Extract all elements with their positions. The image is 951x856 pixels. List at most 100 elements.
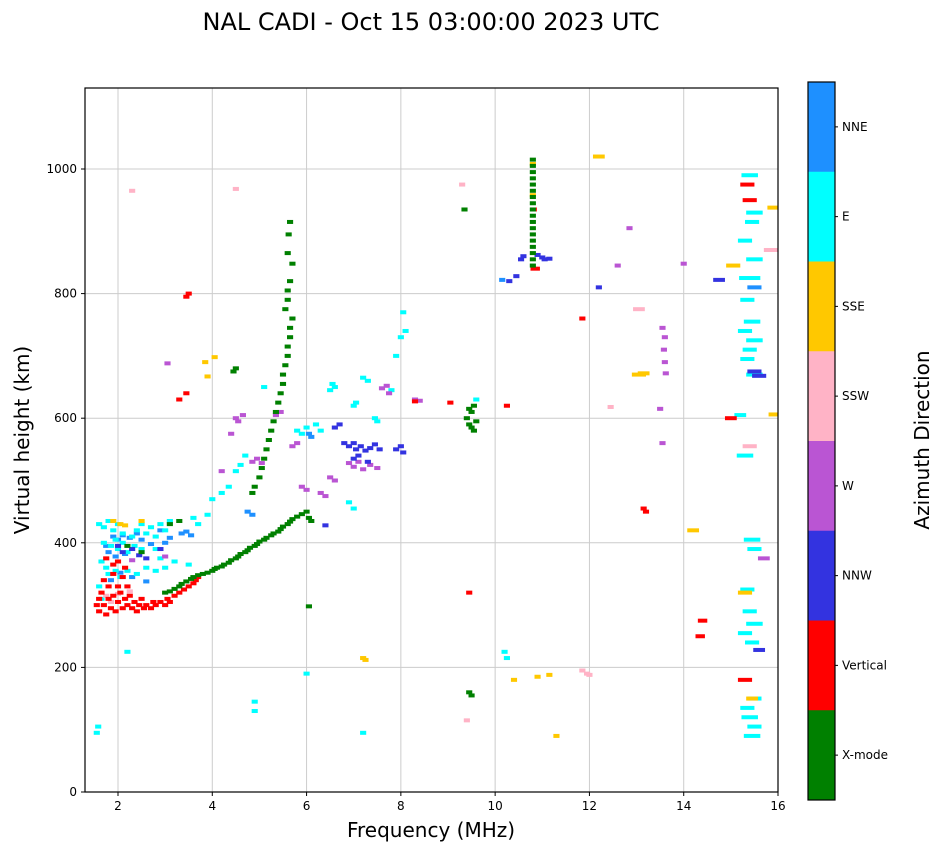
data-point [114, 584, 122, 589]
data-point [745, 640, 760, 645]
data-point [388, 388, 395, 393]
data-point [661, 360, 668, 365]
data-point [176, 590, 183, 595]
data-point [129, 188, 136, 193]
y-tick-label: 800 [54, 287, 77, 301]
data-point [122, 523, 129, 528]
data-point [341, 441, 348, 446]
data-point [185, 584, 192, 589]
data-point [166, 522, 173, 527]
data-point [183, 391, 190, 396]
data-point [737, 590, 753, 595]
data-point [371, 416, 378, 421]
data-point [225, 484, 232, 489]
series-W [129, 226, 770, 563]
data-point [114, 559, 122, 564]
y-tick-label: 600 [54, 411, 77, 425]
data-point [350, 506, 357, 511]
data-point [279, 381, 287, 386]
data-point [626, 226, 633, 231]
data-point [364, 459, 371, 464]
data-point [112, 568, 119, 573]
data-point [162, 565, 169, 570]
colorbar-segment-NNE [808, 82, 835, 173]
data-point [279, 372, 287, 377]
data-point [640, 506, 647, 511]
data-point [140, 606, 147, 611]
data-point [746, 696, 758, 701]
data-point [230, 369, 237, 374]
data-point [393, 447, 400, 452]
data-point [171, 586, 178, 591]
data-point [287, 219, 294, 224]
data-point [162, 554, 169, 559]
data-point [176, 518, 183, 523]
data-point [209, 497, 216, 502]
colorbar-tick-label-NNE: NNE [842, 120, 868, 134]
data-point [272, 413, 279, 418]
data-point [503, 656, 510, 661]
data-point [138, 537, 145, 542]
data-point [110, 571, 117, 576]
data-point [107, 543, 114, 548]
data-point [294, 441, 301, 446]
data-point [298, 431, 305, 436]
data-point [298, 512, 305, 517]
data-point [506, 279, 513, 284]
data-point [100, 525, 107, 530]
data-point [103, 565, 110, 570]
x-tick-label: 14 [676, 799, 691, 813]
data-point [579, 316, 586, 321]
data-point [546, 256, 553, 261]
data-point [124, 550, 131, 555]
data-point [275, 400, 282, 405]
data-point [232, 416, 239, 421]
data-point [114, 547, 122, 552]
data-point [383, 383, 390, 388]
data-point [124, 543, 131, 548]
data-point [110, 534, 117, 539]
data-point [122, 565, 129, 570]
data-point [164, 596, 171, 601]
data-point [124, 649, 131, 654]
data-point [147, 606, 155, 611]
data-point [225, 560, 232, 565]
data-point [129, 534, 136, 539]
data-point [661, 335, 668, 340]
data-point [218, 490, 225, 495]
data-point [362, 448, 369, 453]
data-point [183, 529, 190, 534]
data-point [129, 547, 136, 552]
data-point [277, 391, 284, 396]
data-point [185, 562, 192, 567]
data-point [529, 238, 536, 243]
data-point [740, 182, 755, 187]
data-point [294, 428, 301, 433]
data-point [317, 428, 324, 433]
data-point [114, 599, 122, 604]
data-point [254, 456, 261, 461]
data-point [303, 509, 310, 514]
data-point [285, 232, 292, 237]
data-point [466, 690, 473, 695]
data-point [138, 550, 145, 555]
data-point [237, 462, 244, 467]
data-point [98, 559, 105, 564]
data-point [105, 518, 112, 523]
data-point [143, 556, 150, 561]
data-point [289, 261, 296, 266]
colorbar-segment-NNW [808, 530, 835, 621]
data-point [742, 609, 757, 614]
data-point [308, 518, 315, 523]
data-point [152, 568, 159, 573]
data-point [695, 634, 705, 639]
data-point [166, 518, 173, 523]
data-point [294, 514, 301, 519]
colorbar-tick-label-SSW: SSW [842, 389, 869, 403]
data-point [586, 672, 593, 677]
data-point [534, 674, 541, 679]
data-point [736, 453, 754, 458]
data-point [258, 461, 265, 466]
tick-labels: 2 4 6 8 10 12 14 16 0 200 400 600 800 1000 [46, 162, 785, 813]
